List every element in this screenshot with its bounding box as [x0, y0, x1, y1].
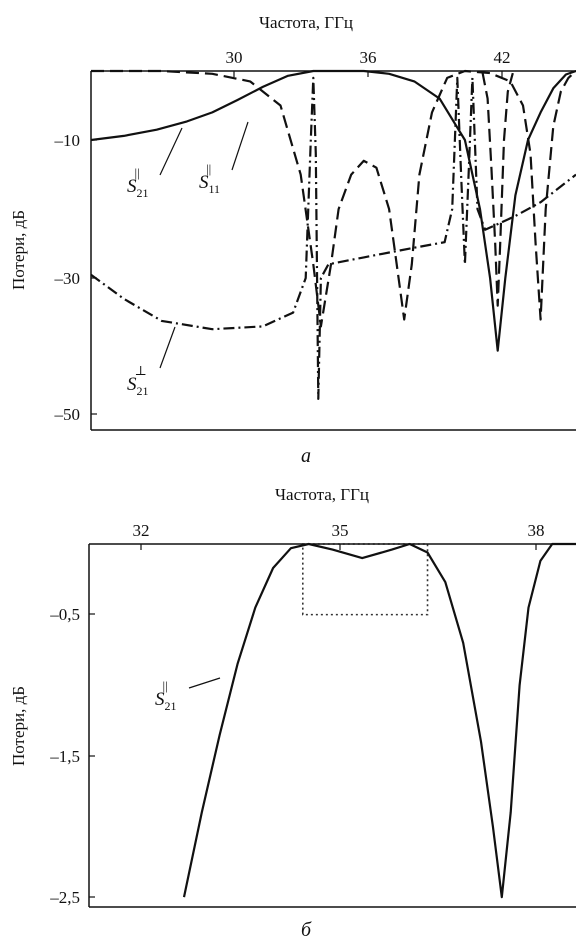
chart-a-s11-par-label: S11||: [199, 161, 220, 196]
chart-a-xtick-42: 42: [494, 48, 511, 67]
chart-b-dotted-box-0: [302, 543, 429, 616]
chart-b-xtick-32: 32: [133, 521, 150, 540]
chart-a-series-line-0: [91, 69, 576, 352]
chart-b-xtick-35: 35: [332, 521, 349, 540]
chart-b-ticks: [89, 544, 537, 898]
chart-a-ytick-neg50: –50: [54, 405, 81, 424]
chart-b-ytick-neg1-5: –1,5: [49, 747, 80, 766]
chart-a-ticks: [91, 71, 503, 415]
chart-a-xtick-30: 30: [226, 48, 243, 67]
chart-b-xtick-38: 38: [528, 521, 545, 540]
chart-b-caption: б: [301, 919, 312, 939]
chart-b-xlabel: Частота, ГГц: [275, 485, 369, 504]
chart-a-plot: [91, 69, 576, 400]
chart-a-s21-par-label: S21||: [127, 165, 149, 200]
chart-b-ytick-neg2-5: –2,5: [49, 888, 80, 907]
chart-b-s21-par-leader: [188, 677, 221, 689]
chart-b-ytick-neg0-5: –0,5: [49, 605, 80, 624]
chart-b-ylabel: Потери, дБ: [9, 686, 28, 766]
chart-a-s21-par-leader: [159, 127, 183, 176]
chart-b: Частота, ГГц 32 35 38 –0,5 –1,5 –2,5 Пот…: [9, 485, 576, 939]
chart-a-s21-perp-leader: [159, 326, 176, 369]
chart-b-s21-par-label: S21||: [155, 678, 177, 713]
chart-a: Частота, ГГц 30 36 42 –10 –30 –50 Потери…: [9, 13, 576, 467]
chart-b-series-line-0: [182, 542, 576, 899]
chart-a-caption: а: [301, 445, 311, 467]
chart-a-series-line-1: [91, 69, 576, 328]
chart-a-ylabel: Потери, дБ: [9, 210, 28, 290]
chart-a-xlabel: Частота, ГГц: [259, 13, 353, 32]
chart-a-s11-par-leader: [231, 121, 249, 171]
chart-a-ytick-neg30: –30: [54, 269, 81, 288]
chart-a-s21-perp-label: S21⊥: [127, 363, 149, 398]
chart-a-xtick-36: 36: [360, 48, 377, 67]
chart-a-series-line-2: [481, 72, 514, 307]
chart-a-series-line-3: [91, 76, 576, 400]
chart-b-plot: [182, 542, 576, 899]
chart-a-ytick-neg10: –10: [54, 131, 81, 150]
